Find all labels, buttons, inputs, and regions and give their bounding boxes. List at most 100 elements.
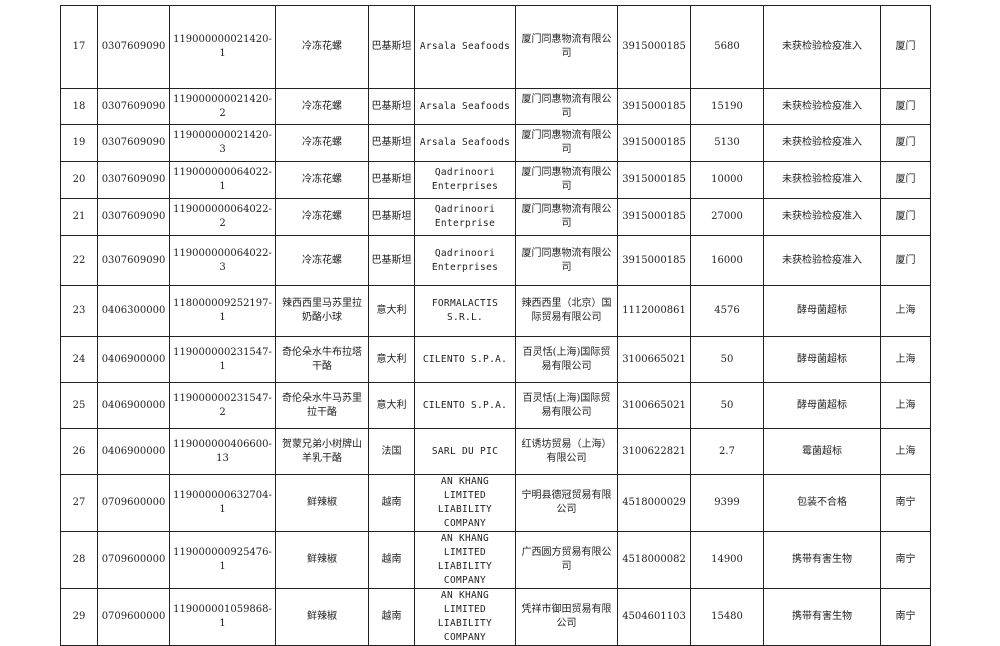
cell-importer: 厦门同惠物流有限公司 (515, 5, 618, 89)
cell-decl: 119000000925476-1 (169, 531, 276, 589)
cell-product: 鲜辣椒 (275, 531, 369, 589)
cell-port: 南宁 (880, 531, 931, 589)
cell-no: 23 (60, 285, 98, 337)
cell-decl: 119000000021420-2 (169, 88, 276, 125)
cell-port: 南宁 (880, 474, 931, 532)
table-row: 23 0406300000 118000009252197-1 辣西西里马苏里拉奶酪小… (60, 285, 931, 337)
cell-country: 意大利 (368, 285, 415, 337)
cell-country: 巴基斯坦 (368, 235, 415, 286)
cell-port: 厦门 (880, 235, 931, 286)
cell-decl: 119000000064022-3 (169, 235, 276, 286)
cell-weight: 4576 (690, 285, 764, 337)
cell-country: 巴基斯坦 (368, 198, 415, 236)
cell-code: 3915000185 (617, 235, 691, 286)
cell-weight: 15480 (690, 588, 764, 646)
cell-hs: 0406300000 (97, 285, 170, 337)
cell-importer: 红诱坊贸易（上海）有限公司 (515, 428, 618, 475)
cell-hs: 0406900000 (97, 382, 170, 429)
cell-product: 冷冻花螺 (275, 88, 369, 125)
cell-no: 19 (60, 124, 98, 162)
cell-code: 3915000185 (617, 5, 691, 89)
cell-no: 24 (60, 336, 98, 383)
cell-decl: 119000000231547-2 (169, 382, 276, 429)
cell-reason: 未获检验检疫准入 (763, 235, 881, 286)
cell-maker: Qadrinoori Enterprises (414, 161, 516, 199)
cell-no: 18 (60, 88, 98, 125)
cell-no: 17 (60, 5, 98, 89)
cell-weight: 5130 (690, 124, 764, 162)
cell-port: 厦门 (880, 124, 931, 162)
cell-importer: 宁明县德冠贸易有限公司 (515, 474, 618, 532)
cell-maker: CILENTO S.P.A. (414, 382, 516, 429)
cell-weight: 50 (690, 336, 764, 383)
cell-country: 巴基斯坦 (368, 5, 415, 89)
cell-hs: 0709600000 (97, 474, 170, 532)
cell-hs: 0406900000 (97, 428, 170, 475)
cell-hs: 0307609090 (97, 198, 170, 236)
cell-weight: 15190 (690, 88, 764, 125)
cell-reason: 霉菌超标 (763, 428, 881, 475)
cell-product: 奇伦朵水牛布拉塔干酪 (275, 336, 369, 383)
cell-no: 28 (60, 531, 98, 589)
cell-decl: 118000009252197-1 (169, 285, 276, 337)
cell-decl: 119000000064022-2 (169, 198, 276, 236)
cell-code: 3100665021 (617, 382, 691, 429)
cell-maker: FORMALACTIS S.R.L. (414, 285, 516, 337)
table-row: 21 0307609090 119000000064022-2 冷冻花螺 巴基斯坦 Qad… (60, 198, 931, 236)
cell-maker: AN KHANG LIMITED LIABILITY COMPANY (414, 474, 516, 532)
cell-importer: 厦门同惠物流有限公司 (515, 88, 618, 125)
cell-decl: 119000000231547-1 (169, 336, 276, 383)
cell-importer: 辣西西里（北京）国际贸易有限公司 (515, 285, 618, 337)
cell-reason: 携带有害生物 (763, 588, 881, 646)
cell-product: 冷冻花螺 (275, 161, 369, 199)
cell-hs: 0307609090 (97, 235, 170, 286)
cell-hs: 0709600000 (97, 531, 170, 589)
cell-product: 冷冻花螺 (275, 198, 369, 236)
cell-country: 巴基斯坦 (368, 124, 415, 162)
table-row: 17 0307609090 119000000021420-1 冷冻花螺 巴基斯坦 Ars… (60, 5, 931, 89)
cell-port: 厦门 (880, 161, 931, 199)
cell-code: 3100665021 (617, 336, 691, 383)
cell-country: 意大利 (368, 336, 415, 383)
cell-port: 上海 (880, 382, 931, 429)
cell-importer: 厦门同惠物流有限公司 (515, 235, 618, 286)
cell-decl: 119000001059868-1 (169, 588, 276, 646)
cell-weight: 10000 (690, 161, 764, 199)
cell-port: 上海 (880, 336, 931, 383)
cell-maker: Qadrinoori Enterprises (414, 235, 516, 286)
table-row: 27 0709600000 119000000632704-1 鲜辣椒 越南 AN KHA… (60, 474, 931, 532)
cell-country: 越南 (368, 588, 415, 646)
table-row: 24 0406900000 119000000231547-1 奇伦朵水牛布拉塔干酪意… (60, 336, 931, 383)
cell-port: 厦门 (880, 5, 931, 89)
cell-importer: 百灵恬(上海)国际贸易有限公司 (515, 336, 618, 383)
cell-maker: Arsala Seafoods (414, 5, 516, 89)
cell-code: 3915000185 (617, 198, 691, 236)
cell-product: 冷冻花螺 (275, 5, 369, 89)
cell-reason: 未获检验检疫准入 (763, 5, 881, 89)
table-row: 22 0307609090 119000000064022-3 冷冻花螺 巴基斯坦 Qad… (60, 235, 931, 286)
cell-importer: 厦门同惠物流有限公司 (515, 124, 618, 162)
cell-weight: 2.7 (690, 428, 764, 475)
cell-code: 4518000082 (617, 531, 691, 589)
cell-port: 厦门 (880, 88, 931, 125)
table-row: 26 0406900000 119000000406600-13 贺蒙兄弟小树牌山羊乳… (60, 428, 931, 475)
cell-reason: 酵母菌超标 (763, 382, 881, 429)
cell-maker: AN KHANG LIMITED LIABILITY COMPANY (414, 588, 516, 646)
cell-weight: 9399 (690, 474, 764, 532)
cell-code: 3915000185 (617, 88, 691, 125)
cell-reason: 包装不合格 (763, 474, 881, 532)
cell-decl: 119000000406600-13 (169, 428, 276, 475)
cell-maker: Arsala Seafoods (414, 124, 516, 162)
cell-product: 冷冻花螺 (275, 124, 369, 162)
cell-weight: 16000 (690, 235, 764, 286)
cell-port: 上海 (880, 285, 931, 337)
table-row: 18 0307609090 119000000021420-2 冷冻花螺 巴基斯坦 Ars… (60, 88, 931, 125)
cell-port: 厦门 (880, 198, 931, 236)
cell-country: 巴基斯坦 (368, 88, 415, 125)
cell-no: 27 (60, 474, 98, 532)
cell-country: 巴基斯坦 (368, 161, 415, 199)
cell-importer: 厦门同惠物流有限公司 (515, 198, 618, 236)
cell-maker: CILENTO S.P.A. (414, 336, 516, 383)
cell-reason: 酵母菌超标 (763, 285, 881, 337)
cell-port: 上海 (880, 428, 931, 475)
